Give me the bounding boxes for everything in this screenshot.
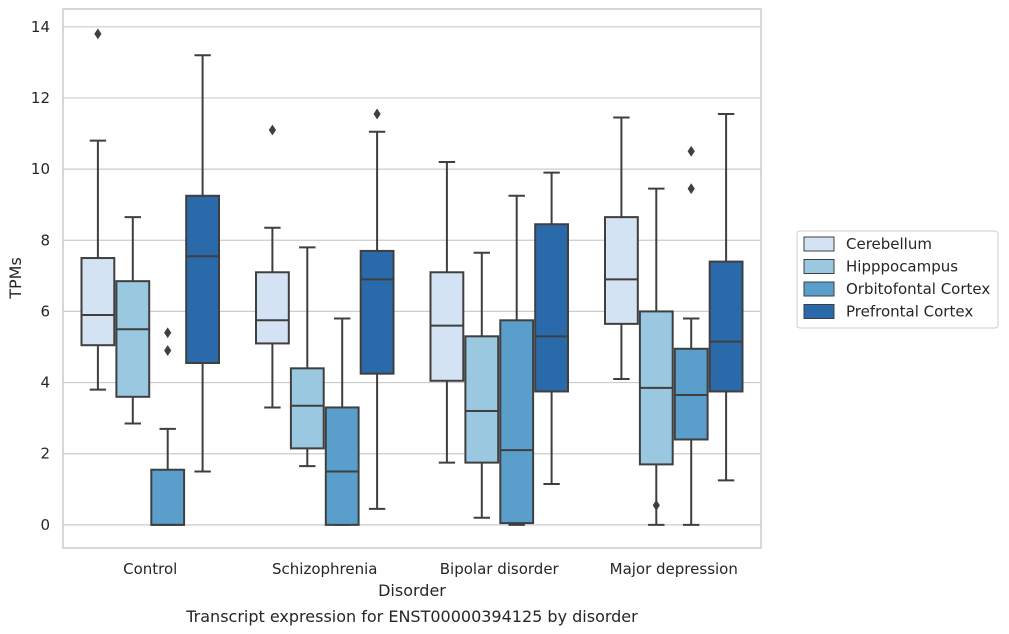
outlier-point [268,124,276,136]
box-control-prefrontal-cortex [185,54,221,473]
legend: Cerebellum Hipppocampus Orbitofontal Corte… [796,230,999,329]
box-iqr [254,271,290,345]
box-iqr [534,223,570,393]
outlier-point [164,345,172,356]
box-major-depression-cerebellum [603,116,639,381]
box-iqr [464,335,500,464]
legend-item-prefrontal-cortex: Prefrontal Cortex [803,303,973,321]
y-tick-label-14: 14 [31,18,50,36]
boxes [80,28,744,526]
box-iqr [80,257,116,347]
x-tick-label-control: Control [123,560,177,578]
legend-swatch [803,236,835,252]
y-axis-title: TPMs [6,257,25,300]
y-tick-labels: 0 2 4 6 8 10 12 14 [31,18,50,534]
box-iqr [150,468,186,526]
legend-swatch [803,281,835,297]
outlier-point [652,499,660,511]
plot-area-frame [62,8,762,549]
legend-label: Orbitofontal Cortex [846,280,990,298]
box-control-hipppocampus [115,216,151,425]
legend-swatch [803,259,835,274]
x-tick-label-bipolar-disorder: Bipolar disorder [440,560,560,578]
box-bipolar-disorder-orbitofontal-cortex [499,194,535,526]
box-iqr [603,216,639,325]
box-iqr [708,260,744,393]
legend-item-orbitofontal-cortex: Orbitofontal Cortex [803,280,990,298]
box-bipolar-disorder-prefrontal-cortex [534,171,570,485]
box-schizophrenia-orbitofontal-cortex [324,317,360,526]
box-iqr [289,367,325,450]
box-iqr [499,319,535,525]
box-schizophrenia-cerebellum [254,124,290,409]
box-schizophrenia-prefrontal-cortex [359,108,395,510]
box-control-cerebellum [80,28,116,391]
box-control-orbitofontal-cortex [150,327,186,526]
legend-item-hipppocampus: Hipppocampus [803,258,958,276]
box-bipolar-disorder-cerebellum [429,160,465,464]
box-major-depression-prefrontal-cortex [708,112,744,482]
outlier-point [687,183,695,195]
chart-caption: Transcript expression for ENST0000039412… [185,607,638,626]
y-tick-label-0: 0 [40,516,50,534]
legend-swatch [803,304,835,319]
x-tick-label-schizophrenia: Schizophrenia [272,560,377,578]
legend-frame [796,230,999,329]
box-iqr [324,406,360,526]
y-tick-label-2: 2 [40,445,50,463]
y-tick-label-4: 4 [40,374,50,392]
legend-label: Hipppocampus [846,258,958,276]
outlier-point [373,108,381,120]
outlier-point [164,327,172,339]
y-tick-label-12: 12 [31,89,50,107]
box-bipolar-disorder-hipppocampus [464,251,500,519]
x-axis-title: Disorder [378,581,446,600]
y-tick-label-8: 8 [40,231,50,249]
legend-item-cerebellum: Cerebellum [803,235,932,253]
outlier-point [94,28,102,40]
box-schizophrenia-hipppocampus [289,246,325,468]
box-iqr [359,249,395,375]
box-iqr [185,194,221,364]
gridlines [63,26,761,526]
legend-label: Prefrontal Cortex [846,303,973,321]
box-iqr [115,280,151,398]
x-tick-labels: Control Schizophrenia Bipolar disorder Majo… [123,560,738,578]
legend-label: Cerebellum [846,235,932,253]
y-tick-label-10: 10 [31,160,50,178]
outlier-point [687,145,695,157]
x-tick-label-major-depression: Major depression [610,560,738,578]
box-major-depression-orbitofontal-cortex [673,145,709,526]
box-major-depression-hipppocampus [638,187,674,526]
y-tick-label-6: 6 [40,302,50,320]
